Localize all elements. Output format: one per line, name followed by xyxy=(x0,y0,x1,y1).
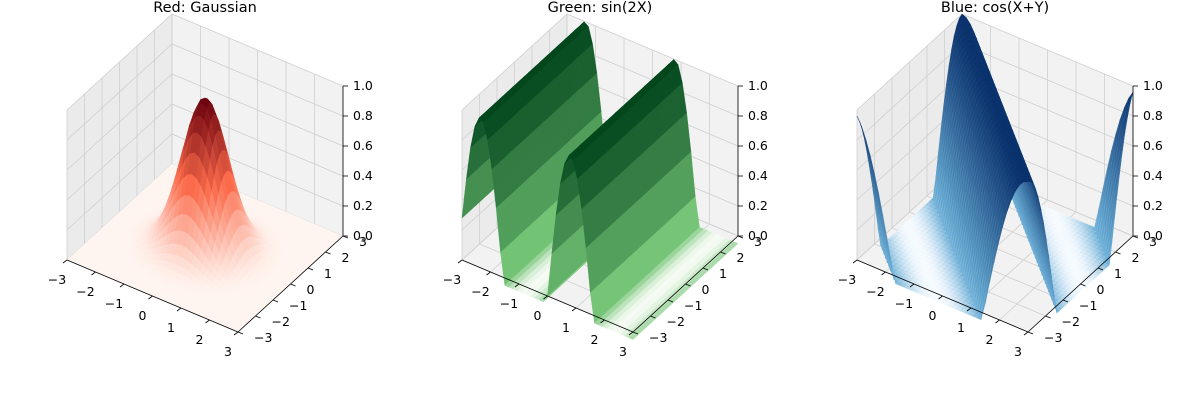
y-tick xyxy=(1027,331,1034,335)
y-tick-label: 0 xyxy=(307,282,315,297)
x-tick-label: 3 xyxy=(1014,344,1022,359)
z-tick-label: 0.8 xyxy=(353,108,373,123)
subplot-title: Green: sin(2X) xyxy=(548,0,653,16)
x-tick xyxy=(571,307,577,312)
x-tick-label: 1 xyxy=(167,320,175,335)
x-tick-label: −3 xyxy=(443,272,461,287)
gridline-z xyxy=(66,43,344,141)
x-tick-label: −2 xyxy=(471,284,489,299)
x-tick-label: 3 xyxy=(224,344,232,359)
y-tick-label: −3 xyxy=(254,330,272,345)
x-tick-label: 2 xyxy=(986,332,994,347)
x-tick-label: −3 xyxy=(838,272,856,287)
y-tick-label: 1 xyxy=(1114,266,1122,281)
x-tick-label: −2 xyxy=(76,284,94,299)
x-tick-label: 0 xyxy=(534,308,542,323)
subplot-2: −3−2−10123−3−2−101230.00.20.40.60.81.0Gr… xyxy=(443,0,768,359)
gridline-z xyxy=(66,103,344,201)
y-tick-label: 0 xyxy=(1097,282,1105,297)
x-tick xyxy=(205,319,210,324)
x-tick xyxy=(995,319,1000,324)
x-tick-label: 1 xyxy=(957,320,965,335)
x-tick-label: 2 xyxy=(591,332,599,347)
x-tick-label: 0 xyxy=(139,308,147,323)
subplot-title: Red: Gaussian xyxy=(153,0,257,16)
z-tick-label: 0.2 xyxy=(748,198,768,213)
x-tick xyxy=(148,295,153,300)
y-tick-label: −2 xyxy=(1062,314,1080,329)
y-tick-label: −2 xyxy=(667,314,685,329)
y-tick-label: 1 xyxy=(719,266,727,281)
x-tick xyxy=(881,271,886,276)
x-tick-label: −1 xyxy=(500,296,518,311)
z-tick-label: 0.2 xyxy=(353,198,373,213)
x-tick-label: 3 xyxy=(619,344,627,359)
x-tick xyxy=(457,259,463,264)
x-tick xyxy=(119,283,125,288)
x-tick xyxy=(62,259,68,264)
y-tick xyxy=(307,267,314,271)
y-tick xyxy=(325,251,331,255)
z-tick-label: 0.6 xyxy=(353,138,373,153)
gridline-z xyxy=(66,13,344,111)
x-tick-label: 2 xyxy=(196,332,204,347)
z-tick-label: 0.8 xyxy=(748,108,768,123)
x-tick xyxy=(91,271,96,276)
z-tick-label: 0.4 xyxy=(353,168,373,183)
x-tick xyxy=(233,331,239,336)
subplot-3: −3−2−10123−3−2−101230.00.20.40.60.81.0Bl… xyxy=(838,0,1163,359)
x-tick-label: −1 xyxy=(895,296,913,311)
x-tick-label: 1 xyxy=(562,320,570,335)
y-tick xyxy=(237,331,244,335)
y-tick xyxy=(255,315,261,319)
y-tick-label: 0 xyxy=(702,282,710,297)
y-tick-label: −1 xyxy=(684,298,702,313)
y-tick xyxy=(290,283,296,287)
x-tick-label: −1 xyxy=(105,296,123,311)
z-tick-label: 0.6 xyxy=(748,138,768,153)
z-tick-label: 0.0 xyxy=(748,228,768,243)
x-tick xyxy=(486,271,491,276)
y-tick-label: 2 xyxy=(342,250,350,265)
y-tick-label: −1 xyxy=(1079,298,1097,313)
subplot-1: −3−2−10123−3−2−101230.00.20.40.60.81.0Re… xyxy=(48,0,373,359)
x-tick-label: −3 xyxy=(48,272,66,287)
y-tick-label: 1 xyxy=(324,266,332,281)
y-tick-label: −2 xyxy=(272,314,290,329)
z-tick-label: 1.0 xyxy=(748,78,768,93)
z-tick-label: 1.0 xyxy=(353,78,373,93)
surface xyxy=(66,97,344,333)
y-tick xyxy=(1045,315,1051,319)
y-tick xyxy=(1115,251,1121,255)
x-tick xyxy=(1023,331,1029,336)
gridline-z xyxy=(66,73,344,171)
y-tick-label: −3 xyxy=(649,330,667,345)
y-tick-label: 2 xyxy=(737,250,745,265)
x-tick-label: 0 xyxy=(929,308,937,323)
x-tick-label: −2 xyxy=(866,284,884,299)
y-tick-label: 2 xyxy=(1132,250,1140,265)
gridline-z xyxy=(66,133,344,231)
y-tick-label: −1 xyxy=(289,298,307,313)
x-tick xyxy=(176,307,182,312)
x-tick xyxy=(852,259,858,264)
y-tick-label: −3 xyxy=(1044,330,1062,345)
z-tick-label: 0.0 xyxy=(353,228,373,243)
z-tick-label: 0.4 xyxy=(748,168,768,183)
y-tick xyxy=(272,299,279,303)
